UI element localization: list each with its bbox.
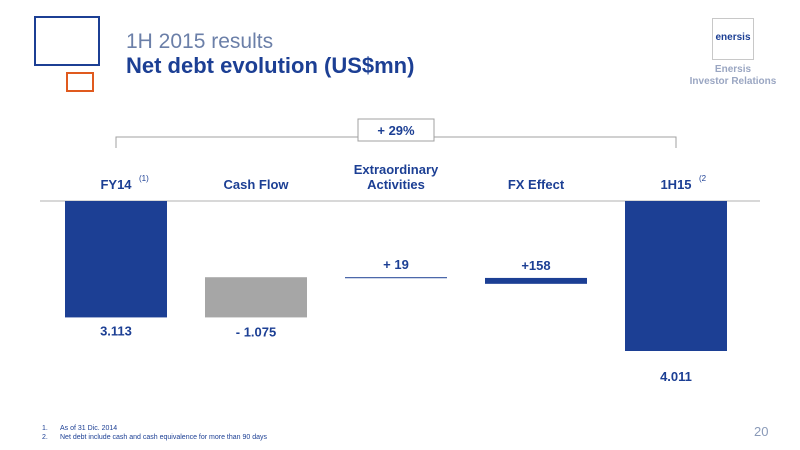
page-number: 20 — [754, 424, 769, 439]
logo-text: enersis — [715, 32, 751, 43]
footnotes: 1. As of 31 Dic. 2014 2. Net debt include … — [42, 424, 267, 442]
bar-fx-effect — [485, 277, 587, 284]
category-label: Activities — [367, 177, 425, 192]
change-annotation: + 29% — [377, 123, 415, 138]
value-label: 4.011 — [660, 369, 692, 384]
bar-cash-flow — [205, 277, 307, 318]
category-label: FY14 — [100, 177, 132, 192]
value-label: 3.113 — [100, 323, 132, 338]
bar-extraordinary-activities — [345, 277, 447, 279]
category-label: FX Effect — [508, 177, 565, 192]
value-label: + 19 — [383, 257, 409, 272]
brand-name: Enersis — [714, 64, 752, 75]
value-label: +158 — [521, 258, 550, 273]
change-box — [357, 118, 435, 142]
footnote-2: 2. Net debt include cash and cash equival… — [42, 433, 267, 442]
enersis-logo: enersis — [712, 18, 754, 60]
page-subtitle: Net debt evolution (US$mn) — [126, 53, 415, 78]
brand-subtitle: Investor Relations — [689, 76, 777, 87]
category-label: Extraordinary — [354, 162, 439, 177]
footnote-1: 1. As of 31 Dic. 2014 — [42, 424, 267, 433]
footnote-number: 2. — [42, 434, 48, 441]
category-superscript: (2 — [699, 174, 707, 183]
category-label: 1H15 — [660, 177, 691, 192]
footnote-text: As of 31 Dic. 2014 — [60, 425, 118, 432]
page-title: 1H 2015 results — [126, 30, 274, 53]
footnote-number: 1. — [42, 425, 48, 432]
decorative-orange-square — [66, 72, 94, 92]
bar-fy14 — [65, 201, 167, 318]
decorative-blue-square — [34, 16, 100, 66]
footnote-text: Net debt include cash and cash equivalen… — [60, 434, 268, 441]
category-superscript: (1) — [139, 174, 149, 183]
bar-1h15 — [625, 201, 727, 351]
value-label: - 1.075 — [236, 324, 276, 339]
category-label: Cash Flow — [223, 177, 289, 192]
